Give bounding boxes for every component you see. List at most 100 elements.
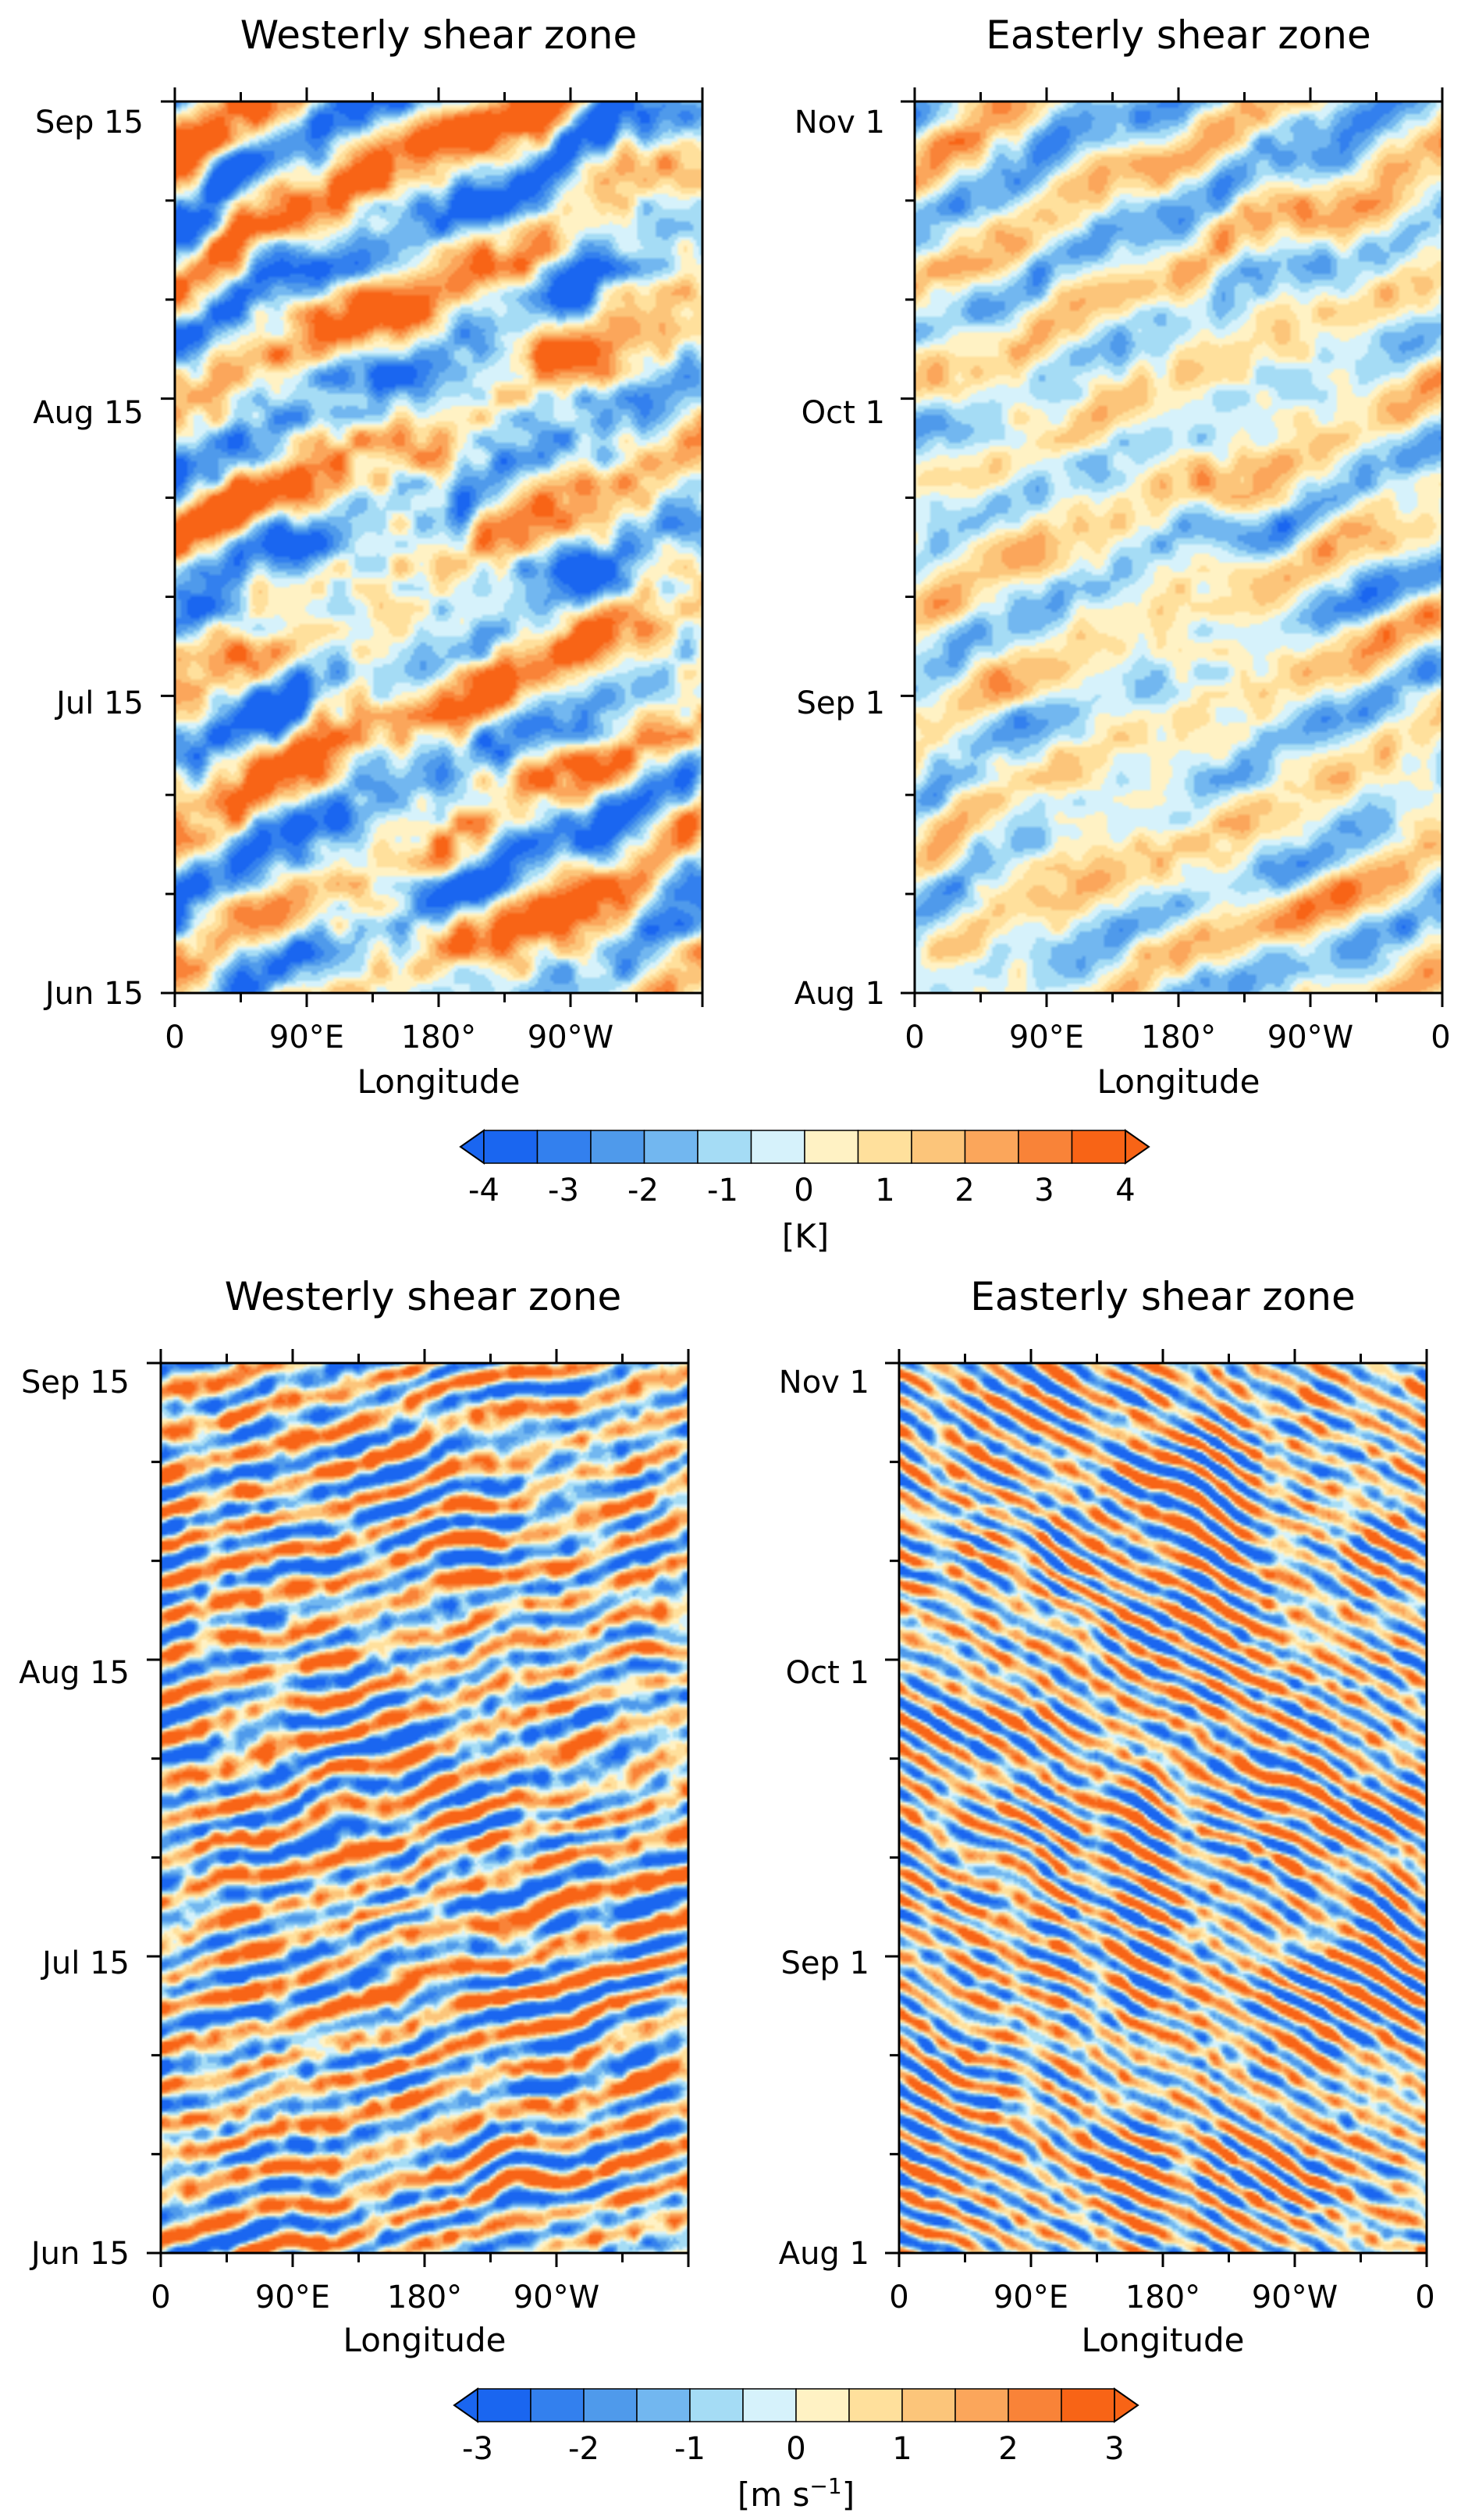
colorbar-tick-label: -4 bbox=[468, 1173, 499, 1208]
y-tick-label: Aug 1 bbox=[794, 976, 885, 1012]
x-tick-label: 0 bbox=[1415, 2280, 1434, 2315]
panel-easterly-temperature: Easterly shear zone Nov 1 Oct 1 Sep 1 Au… bbox=[794, 12, 1451, 1101]
colorbar-segment bbox=[964, 1130, 1019, 1164]
x-tick-label: 0 bbox=[151, 2280, 170, 2315]
colorbar-extend-low bbox=[453, 2387, 478, 2423]
colorbar-tick-label: -3 bbox=[462, 2431, 493, 2467]
x-tick-label: 90°E bbox=[994, 2280, 1068, 2315]
x-tick-label: 0 bbox=[1431, 1020, 1450, 1055]
y-tick-label: Jul 15 bbox=[40, 1945, 130, 1981]
colorbar-segment bbox=[1061, 2388, 1115, 2422]
colorbar-tick-label: 3 bbox=[1104, 2431, 1124, 2467]
colorbar-label: [m s−1] bbox=[738, 2473, 855, 2514]
y-tick-label: Nov 1 bbox=[794, 105, 885, 141]
x-axis-label: Longitude bbox=[357, 1062, 521, 1101]
colorbar-segment bbox=[911, 1130, 966, 1164]
heatmap-field bbox=[161, 1363, 688, 2253]
colorbar-segment bbox=[590, 1130, 645, 1164]
y-tick-label: Sep 1 bbox=[796, 685, 885, 721]
colorbar-segment bbox=[742, 2388, 797, 2422]
heatmap-field bbox=[899, 1363, 1427, 2253]
colorbar-segment bbox=[1008, 2388, 1062, 2422]
x-tick-label: 90°E bbox=[255, 2280, 330, 2315]
y-tick-label: Jun 15 bbox=[43, 976, 144, 1012]
colorbar-segment bbox=[643, 1130, 699, 1164]
colorbar-extend-high bbox=[1125, 1129, 1150, 1165]
colorbar-segment bbox=[689, 2388, 744, 2422]
colorbar-label-main: [m s bbox=[738, 2476, 810, 2514]
colorbar-tick-label: -1 bbox=[707, 1173, 738, 1208]
colorbar-segment bbox=[530, 2388, 585, 2422]
x-tick-label: 90°E bbox=[1009, 1020, 1084, 1055]
panel-westerly-temperature: Westerly shear zone Sep 15 Aug 15 Jul 15… bbox=[33, 12, 704, 1101]
colorbar-segment bbox=[1071, 1130, 1126, 1164]
x-axis-label: Longitude bbox=[343, 2321, 507, 2359]
colorbar-tick-label: -2 bbox=[627, 1173, 659, 1208]
heatmap-field bbox=[915, 101, 1442, 993]
colorbar-segment bbox=[954, 2388, 1009, 2422]
axis-ticks bbox=[901, 87, 1444, 1007]
colorbar-segment bbox=[583, 2388, 638, 2422]
x-tick-label: 180° bbox=[1125, 2280, 1200, 2315]
colorbar-label: [K] bbox=[782, 1217, 829, 1255]
colorbar-segment bbox=[636, 2388, 691, 2422]
colorbar-segment bbox=[483, 1130, 539, 1164]
colorbar-segment bbox=[848, 2388, 903, 2422]
colorbar-extend-high bbox=[1114, 2387, 1139, 2423]
colorbar-tick-label: 0 bbox=[794, 1173, 813, 1208]
x-tick-label: 90°W bbox=[514, 2280, 599, 2315]
y-tick-label: Aug 15 bbox=[19, 1655, 130, 1691]
colorbar-extend-low bbox=[459, 1129, 485, 1165]
colorbar-tick-label: 2 bbox=[998, 2431, 1018, 2467]
x-tick-label: 90°W bbox=[1267, 1020, 1353, 1055]
panel-easterly-wind: Easterly shear zone Nov 1 Oct 1 Sep 1 Au… bbox=[779, 1274, 1435, 2359]
y-tick-label: Nov 1 bbox=[779, 1365, 869, 1401]
heatmap-field bbox=[175, 101, 702, 993]
panel-title: Westerly shear zone bbox=[240, 12, 638, 58]
x-tick-label: 0 bbox=[905, 1020, 924, 1055]
panel-title: Easterly shear zone bbox=[986, 12, 1370, 58]
y-tick-label: Aug 15 bbox=[33, 395, 144, 431]
colorbar-segment bbox=[697, 1130, 752, 1164]
colorbar-tick-label: 0 bbox=[786, 2431, 805, 2467]
x-tick-label: 0 bbox=[165, 1020, 184, 1055]
y-tick-label: Oct 1 bbox=[786, 1655, 869, 1691]
y-tick-label: Aug 1 bbox=[779, 2236, 869, 2272]
colorbar-tick-label: -3 bbox=[548, 1173, 579, 1208]
panel-title: Easterly shear zone bbox=[970, 1274, 1355, 1319]
colorbar-tick-label: 4 bbox=[1115, 1173, 1135, 1208]
colorbar-label-end: ] bbox=[842, 2476, 855, 2514]
y-tick-label: Sep 15 bbox=[21, 1365, 130, 1401]
y-tick-label: Sep 15 bbox=[35, 105, 144, 141]
x-tick-label: 180° bbox=[1141, 1020, 1216, 1055]
x-tick-label: 0 bbox=[889, 2280, 908, 2315]
x-tick-label: 90°W bbox=[528, 1020, 613, 1055]
axis-ticks bbox=[885, 1349, 1428, 2267]
colorbar-segment bbox=[901, 2388, 956, 2422]
y-tick-label: Oct 1 bbox=[802, 395, 885, 431]
axis-ticks bbox=[161, 87, 704, 1007]
colorbar-tick-label: -2 bbox=[568, 2431, 599, 2467]
y-tick-label: Jun 15 bbox=[29, 2236, 130, 2272]
panel-title: Westerly shear zone bbox=[225, 1274, 622, 1319]
x-tick-label: 180° bbox=[401, 1020, 476, 1055]
colorbar-segment bbox=[750, 1130, 805, 1164]
colorbar-wind bbox=[453, 2387, 1139, 2423]
colorbar-segment bbox=[536, 1130, 592, 1164]
colorbar-segment bbox=[1018, 1130, 1073, 1164]
panel-westerly-wind: Westerly shear zone Sep 15 Aug 15 Jul 15… bbox=[19, 1274, 690, 2359]
colorbar-tick-label: 2 bbox=[954, 1173, 974, 1208]
colorbar-tick-label: 1 bbox=[892, 2431, 912, 2467]
x-tick-label: 180° bbox=[387, 2280, 462, 2315]
colorbar-tick-label: 3 bbox=[1034, 1173, 1054, 1208]
x-axis-label: Longitude bbox=[1082, 2321, 1245, 2359]
y-tick-label: Sep 1 bbox=[780, 1945, 869, 1981]
colorbar-tick-label: -1 bbox=[674, 2431, 706, 2467]
colorbar-segment bbox=[857, 1130, 912, 1164]
y-tick-label: Jul 15 bbox=[54, 685, 144, 721]
colorbar-segment bbox=[795, 2388, 850, 2422]
x-axis-label: Longitude bbox=[1097, 1062, 1260, 1101]
colorbar-label-sup: −1 bbox=[809, 2473, 841, 2499]
axis-ticks bbox=[147, 1349, 690, 2267]
